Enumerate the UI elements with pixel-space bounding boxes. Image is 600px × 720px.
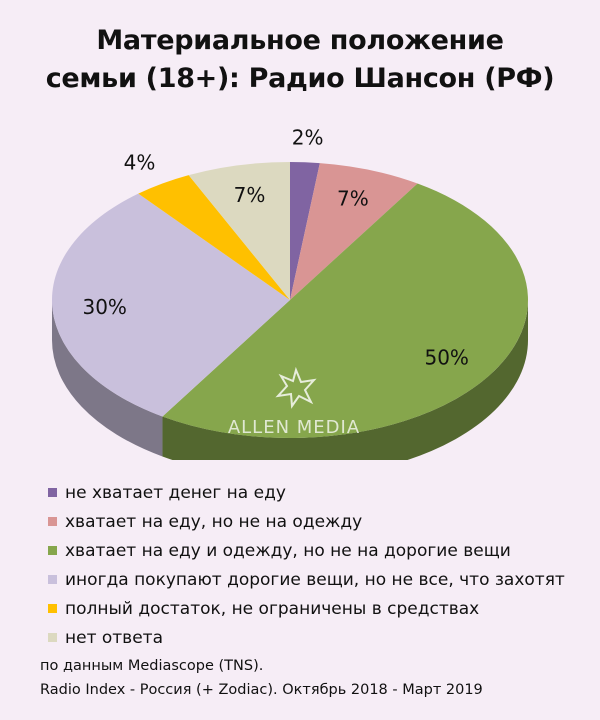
legend-swatch-6	[48, 633, 57, 642]
legend-label-5: полный достаток, не ограничены в средств…	[65, 598, 480, 619]
source-note: по данным Mediascope (TNS). Radio Index …	[40, 654, 483, 702]
legend-item-2: хватает на еду, но не на одежду	[48, 507, 565, 536]
slice-1-label: 2%	[292, 126, 324, 150]
slice-5-label: 4%	[124, 151, 156, 175]
legend-label-6: нет ответа	[65, 627, 163, 648]
watermark-text: ALLEN MEDIA	[228, 417, 360, 438]
slice-6-label: 7%	[234, 183, 266, 207]
watermark: ALLEN MEDIA	[228, 366, 360, 438]
legend-item-6: нет ответа	[48, 623, 565, 652]
slice-2-label: 7%	[337, 187, 369, 211]
pie-tops	[52, 162, 529, 438]
legend-label-3: хватает на еду и одежду, но не на дороги…	[65, 540, 511, 561]
slice-3-top	[162, 183, 529, 438]
legend-swatch-2	[48, 517, 57, 526]
source-line2: Radio Index - Россия (+ Zodiac). Октябрь…	[40, 682, 483, 698]
slice-3-label: 50%	[424, 346, 468, 370]
slice-2-top	[290, 163, 418, 300]
slice-4-side	[52, 300, 163, 457]
legend-item-5: полный достаток, не ограничены в средств…	[48, 594, 565, 623]
slice-1-top	[290, 162, 320, 300]
legend-label-1: не хватает денег на еду	[65, 482, 286, 503]
legend-swatch-3	[48, 546, 57, 555]
chart-title-line2: семьи (18+): Радио Шансон (РФ)	[45, 63, 555, 94]
legend-swatch-5	[48, 604, 57, 613]
slice-5-top	[138, 175, 290, 300]
watermark-logo-icon	[275, 366, 317, 409]
legend-swatch-4	[48, 575, 57, 584]
slice-4-label: 30%	[82, 295, 126, 319]
slice-4-top	[52, 193, 291, 417]
source-line1: по данным Mediascope (TNS).	[40, 658, 264, 674]
legend-item-1: не хватает денег на еду	[48, 478, 565, 507]
legend-item-4: иногда покупают дорогие вещи, но не все,…	[48, 565, 565, 594]
legend-item-3: хватает на еду и одежду, но не на дороги…	[48, 536, 565, 565]
legend-label-4: иногда покупают дорогие вещи, но не все,…	[65, 569, 565, 590]
slice-3-side	[162, 300, 528, 460]
pie-chart: ALLEN MEDIA 2% 7% 50% 30% 4% 7%	[52, 126, 529, 460]
chart-title-line1: Материальное положение	[96, 25, 504, 56]
legend-label-2: хватает на еду, но не на одежду	[65, 511, 363, 532]
pie-sides	[52, 300, 528, 460]
slice-6-top	[188, 162, 290, 300]
legend-swatch-1	[48, 488, 57, 497]
pie-labels: 2% 7% 50% 30% 4% 7%	[82, 126, 468, 370]
legend: не хватает денег на еду хватает на еду, н…	[48, 478, 565, 652]
chart-title: Материальное положение семьи (18+): Ради…	[0, 22, 600, 98]
